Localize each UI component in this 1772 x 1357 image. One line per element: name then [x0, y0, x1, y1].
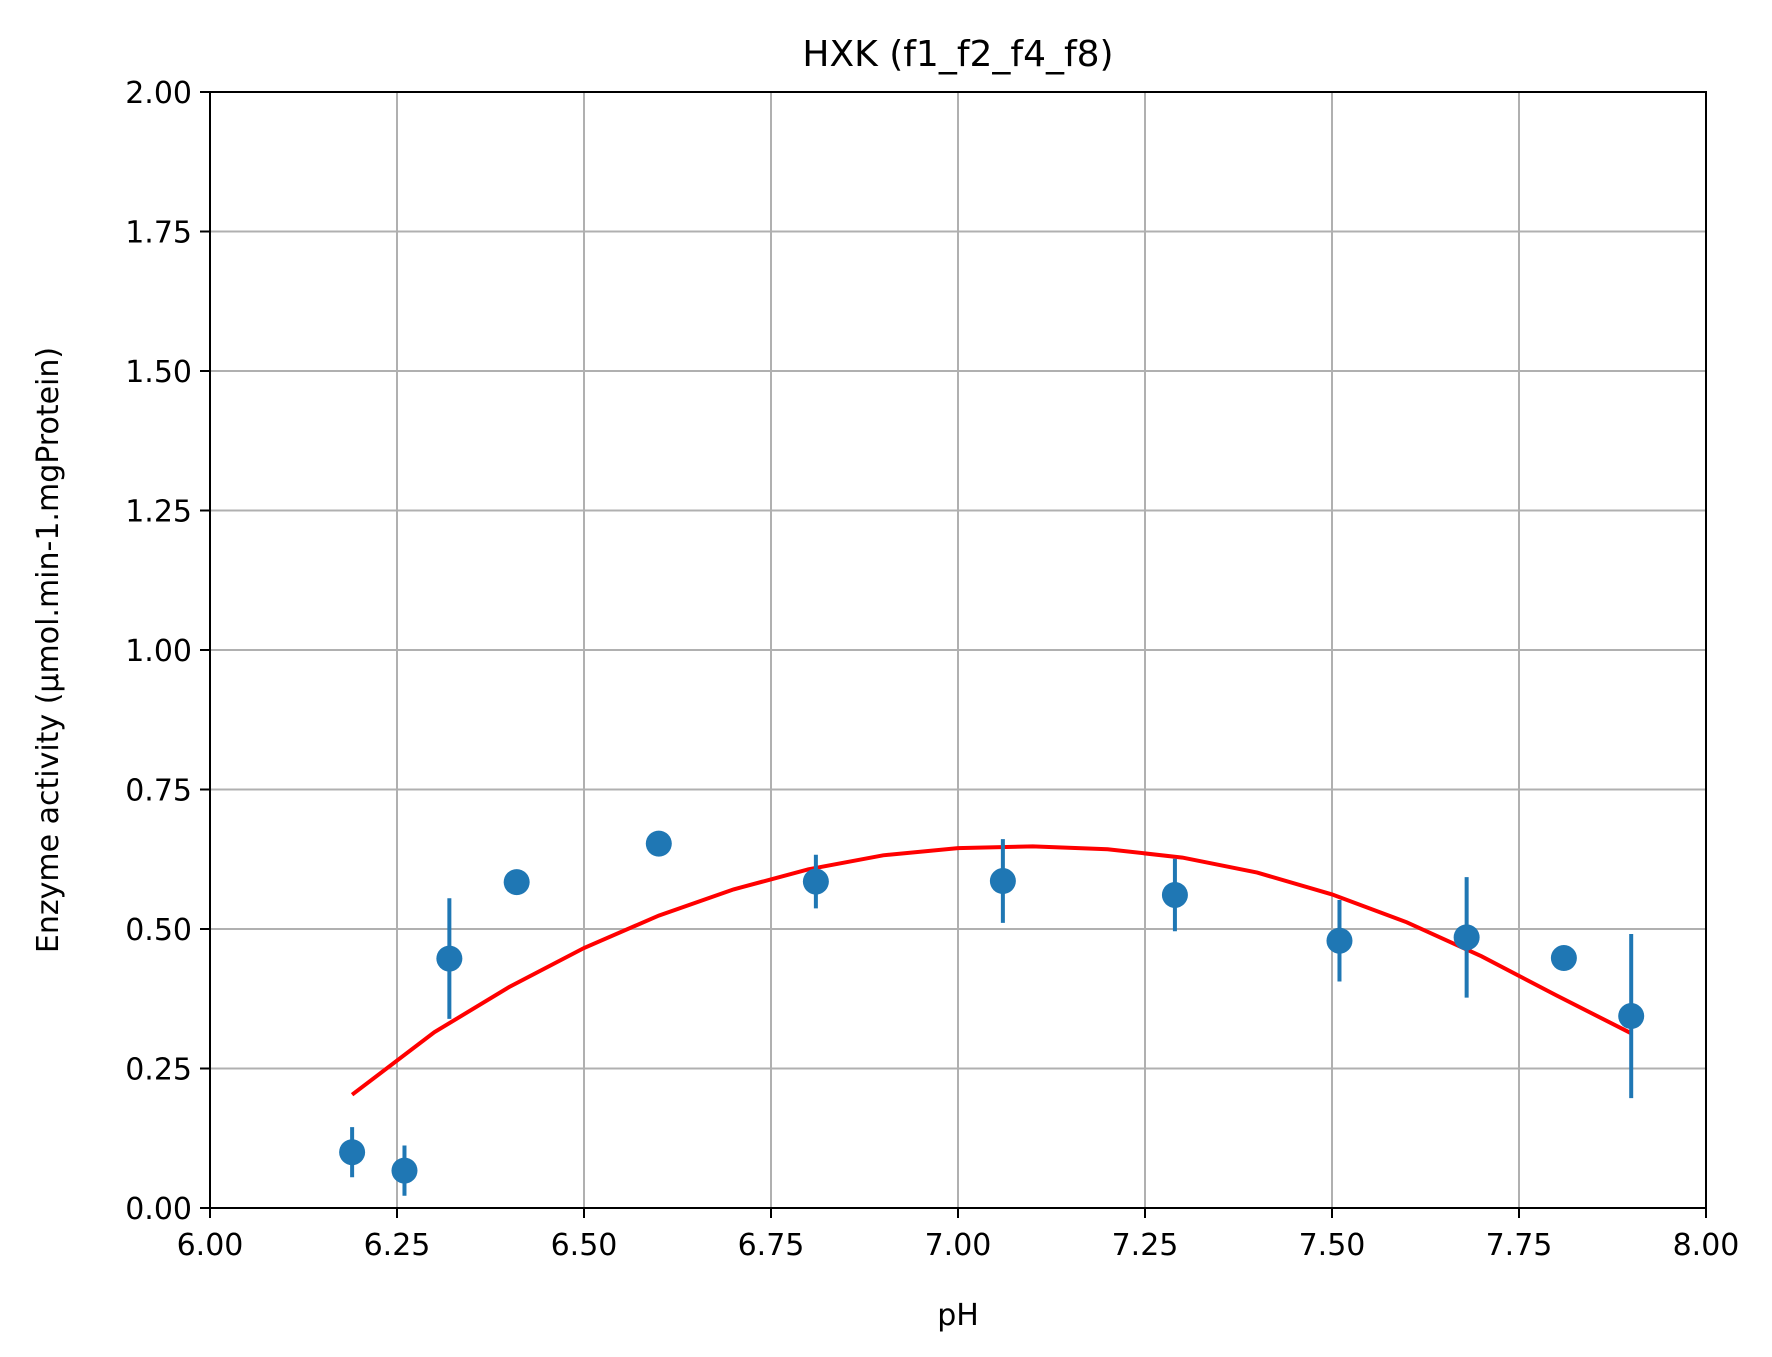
y-tick-label-1: 0.25: [125, 1053, 192, 1088]
data-point-0: [339, 1139, 366, 1166]
fit-curve-group: [350, 844, 1633, 1097]
data-points: [339, 830, 1645, 1184]
fit-curve: [350, 844, 1633, 1097]
data-point-7: [1161, 881, 1188, 908]
x-tick-label-5: 7.25: [1112, 1228, 1179, 1263]
y-tick-label-3: 0.75: [125, 774, 192, 809]
data-point-1: [391, 1157, 418, 1184]
data-point-11: [1618, 1003, 1645, 1030]
data-point-3: [503, 869, 530, 896]
y-tick-label-2: 0.50: [125, 913, 192, 948]
data-point-6: [989, 868, 1016, 895]
x-tick-label-4: 7.00: [925, 1228, 992, 1263]
axis-ticks: 6.00 6.25 6.50 6.75 7.00 7.25 7.50 7.75 8.00 0.00…: [125, 76, 1739, 1263]
grid: [209, 91, 1707, 1209]
y-tick-label-7: 1.75: [125, 216, 192, 251]
y-tick-label-6: 1.50: [125, 355, 192, 390]
x-tick-label-3: 6.75: [738, 1228, 805, 1263]
y-axis-label: Enzyme activity (µmol.min-1.mgProtein): [31, 347, 66, 953]
x-tick-label-7: 7.75: [1486, 1228, 1553, 1263]
x-tick-label-6: 7.50: [1299, 1228, 1366, 1263]
data-point-8: [1326, 927, 1353, 954]
x-tick-label-1: 6.25: [364, 1228, 431, 1263]
y-tick-label-0: 0.00: [125, 1192, 192, 1227]
data-point-10: [1550, 945, 1577, 972]
x-tick-label-2: 6.50: [551, 1228, 618, 1263]
chart-title: HXK (f1_f2_f4_f8): [802, 34, 1113, 75]
data-point-4: [645, 830, 672, 857]
x-tick-label-0: 6.00: [177, 1228, 244, 1263]
x-tick-label-8: 8.00: [1673, 1228, 1740, 1263]
y-tick-label-8: 2.00: [125, 76, 192, 111]
data-point-9: [1453, 924, 1480, 951]
data-point-5: [802, 868, 829, 895]
data-point-2: [436, 945, 463, 972]
x-axis-label: pH: [937, 1298, 979, 1333]
y-tick-label-4: 1.00: [125, 634, 192, 669]
y-tick-label-5: 1.25: [125, 495, 192, 530]
